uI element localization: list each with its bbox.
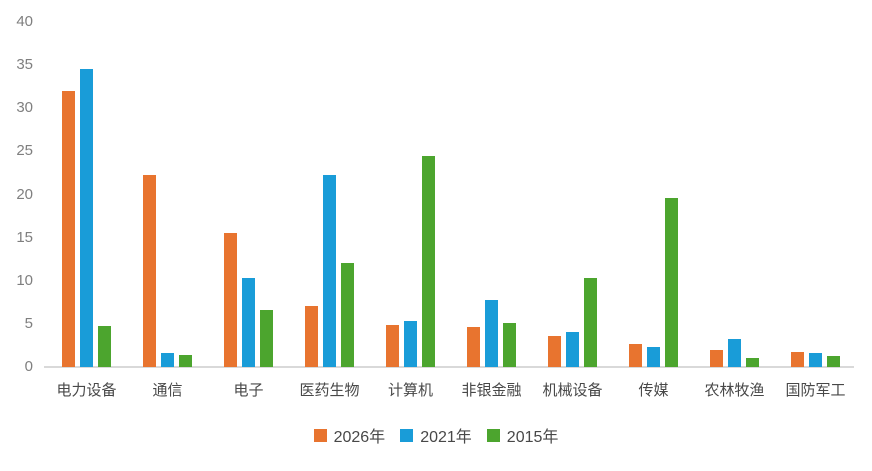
bar-2026年-医药生物 — [304, 305, 319, 367]
x-axis-label-传媒: 传媒 — [638, 382, 669, 399]
legend-swatch-icon — [313, 428, 327, 442]
bar-2021年-电力设备 — [79, 69, 94, 367]
y-tick-label: 10 — [16, 271, 33, 289]
legend-item-2015年: 2015年 — [486, 423, 559, 447]
bar-2021年-传媒 — [646, 347, 661, 367]
bar-2021年-国防军工 — [808, 353, 823, 367]
x-axis-label-通信: 通信 — [152, 382, 183, 399]
x-axis-label-医药生物: 医药生物 — [299, 382, 360, 399]
bar-2026年-电子 — [223, 233, 238, 367]
bar-2015年-非银金融 — [502, 323, 517, 367]
x-axis-label-机械设备: 机械设备 — [542, 382, 603, 399]
bar-2015年-传媒 — [664, 197, 679, 367]
legend-label: 2026年 — [333, 429, 386, 446]
x-axis-label-电力设备: 电力设备 — [56, 382, 117, 399]
bar-2021年-机械设备 — [565, 331, 580, 367]
bar-2015年-电力设备 — [97, 325, 112, 367]
bar-2015年-计算机 — [421, 155, 436, 367]
bar-2021年-农林牧渔 — [727, 339, 742, 367]
x-axis-label-非银金融: 非银金融 — [461, 382, 522, 399]
bar-2026年-计算机 — [385, 324, 400, 367]
bar-2026年-传媒 — [628, 343, 643, 367]
y-tick-label: 35 — [16, 56, 33, 74]
x-axis-label-国防军工: 国防军工 — [785, 382, 846, 399]
legend: 2026年 2021年 2015年 — [0, 423, 872, 447]
bar-2015年-国防军工 — [826, 355, 841, 367]
y-tick-label: 25 — [16, 142, 33, 160]
bar-2021年-电子 — [241, 278, 256, 367]
y-tick-label: 5 — [24, 314, 33, 332]
bar-2015年-通信 — [178, 354, 193, 367]
bar-2021年-医药生物 — [322, 174, 337, 367]
legend-item-2021年: 2021年 — [400, 423, 472, 447]
x-axis-label-电子: 电子 — [233, 382, 264, 399]
legend-item-2026年: 2026年 — [313, 423, 386, 447]
bar-2015年-电子 — [259, 310, 274, 367]
x-axis-label-农林牧渔: 农林牧渔 — [704, 382, 765, 399]
legend-swatch-icon — [486, 428, 500, 442]
x-axis-line — [44, 366, 854, 368]
bar-2026年-农林牧渔 — [709, 349, 724, 367]
legend-label: 2015年 — [506, 429, 559, 446]
bar-2026年-电力设备 — [61, 91, 76, 367]
bar-2021年-计算机 — [403, 321, 418, 367]
bar-2026年-通信 — [142, 174, 157, 367]
x-axis-label-计算机: 计算机 — [387, 382, 433, 399]
legend-label: 2021年 — [420, 429, 472, 446]
y-tick-label: 15 — [16, 228, 33, 246]
bar-2021年-非银金融 — [484, 299, 499, 367]
bar-2026年-非银金融 — [466, 327, 481, 367]
y-tick-label: 40 — [16, 13, 33, 30]
bar-2015年-医药生物 — [340, 262, 355, 367]
bar-2026年-机械设备 — [547, 335, 562, 367]
y-tick-label: 30 — [16, 99, 33, 117]
legend-swatch-icon — [400, 428, 414, 442]
y-tick-label: 20 — [16, 185, 33, 203]
y-tick-label: 0 — [24, 358, 33, 375]
bar-2021年-通信 — [160, 353, 175, 367]
bar-2015年-农林牧渔 — [745, 358, 760, 367]
bar-2015年-机械设备 — [583, 278, 598, 367]
bar-2026年-国防军工 — [790, 352, 805, 367]
